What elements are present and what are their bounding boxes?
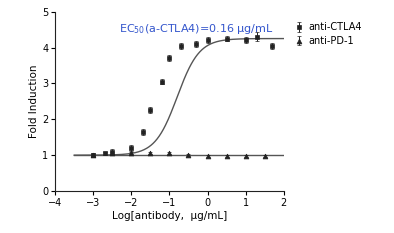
Legend: anti-CTLA4, anti-PD-1: anti-CTLA4, anti-PD-1 xyxy=(291,20,364,48)
Y-axis label: Fold Induction: Fold Induction xyxy=(29,65,39,138)
Text: EC$_{50}$(a-CTLA4)=0.16 μg/mL: EC$_{50}$(a-CTLA4)=0.16 μg/mL xyxy=(119,22,274,36)
X-axis label: Log[antibody,  μg/mL]: Log[antibody, μg/mL] xyxy=(112,211,227,221)
